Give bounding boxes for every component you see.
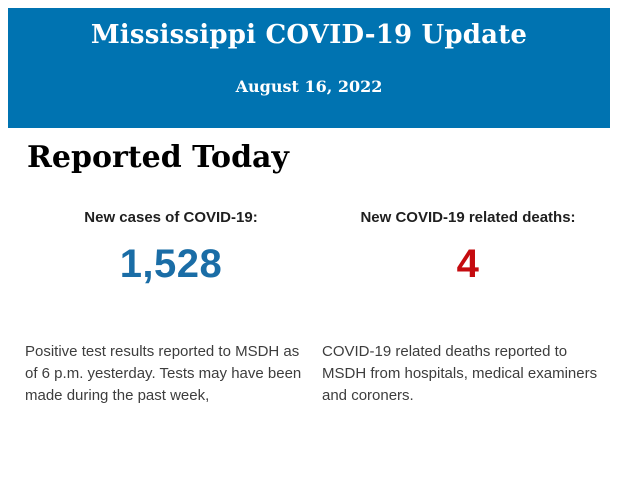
header-band: Mississippi COVID-19 Update August 16, 2… <box>8 8 610 128</box>
new-cases-description: Positive test results reported to MSDH a… <box>25 343 302 404</box>
new-deaths-label: New COVID-19 related deaths: <box>360 209 576 226</box>
new-cases-label: New cases of COVID-19: <box>84 209 258 226</box>
report-content: Reported Today New cases of COVID-19: 1,… <box>0 128 620 407</box>
header-date: August 16, 2022 <box>235 77 383 96</box>
new-deaths-description: COVID-19 related deaths reported to MSDH… <box>322 343 598 404</box>
stat-new-cases: New cases of COVID-19: 1,528 Positive te… <box>25 208 317 407</box>
stat-new-deaths: New COVID-19 related deaths: 4 COVID-19 … <box>322 208 614 407</box>
new-deaths-value: 4 <box>456 242 480 286</box>
section-title: Reported Today <box>27 140 289 175</box>
stats-grid: New cases of COVID-19: 1,528 Positive te… <box>25 208 620 407</box>
new-cases-value: 1,528 <box>119 242 223 286</box>
header-title: Mississippi COVID-19 Update <box>90 20 528 50</box>
